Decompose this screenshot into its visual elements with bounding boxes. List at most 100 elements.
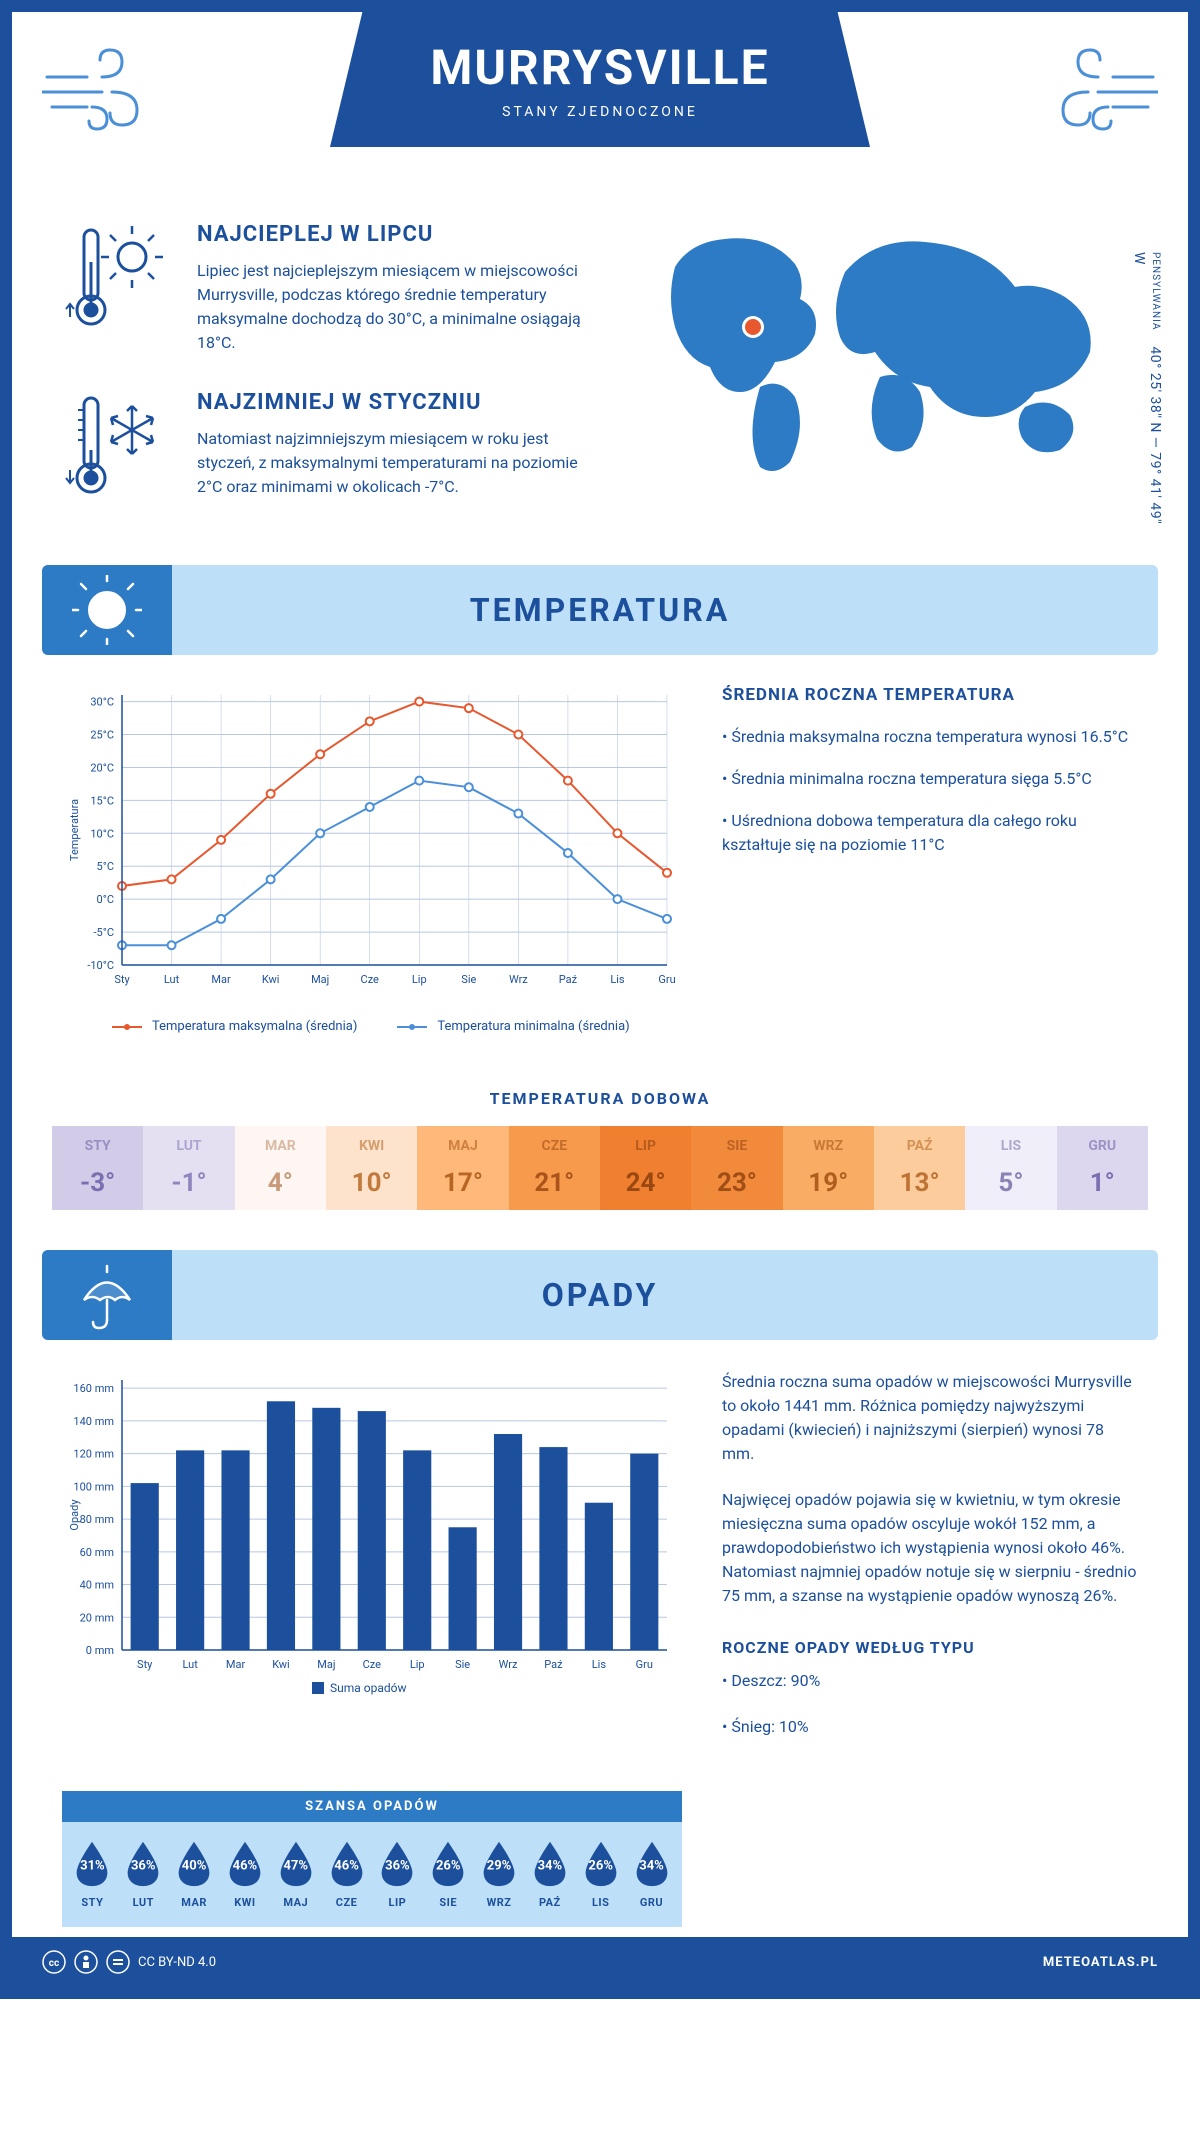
chance-cell: 34% GRU: [626, 1840, 677, 1909]
svg-text:60 mm: 60 mm: [80, 1546, 114, 1559]
temperature-chart: -10°C-5°C0°C5°C10°C15°C20°C25°C30°CStyLu…: [62, 685, 682, 1034]
by-icon: [74, 1950, 98, 1974]
svg-text:Paź: Paź: [559, 973, 578, 986]
svg-text:10°C: 10°C: [90, 827, 114, 840]
drop-icon: 34%: [530, 1840, 570, 1888]
svg-text:140 mm: 140 mm: [73, 1415, 114, 1428]
drop-icon: 34%: [632, 1840, 672, 1888]
page-title: MURRYSVILLE: [430, 39, 769, 96]
legend-min: Temperatura minimalna (średnia): [397, 1019, 629, 1034]
footer: cc CC BY-ND 4.0 METEOATLAS.PL: [12, 1937, 1188, 1987]
daily-temp-title: TEMPERATURA DOBOWA: [12, 1089, 1188, 1108]
svg-text:30°C: 30°C: [90, 696, 114, 709]
svg-text:Kwi: Kwi: [272, 1658, 290, 1671]
svg-text:Lis: Lis: [610, 973, 625, 986]
svg-text:40 mm: 40 mm: [80, 1579, 114, 1592]
nd-icon: [106, 1950, 130, 1974]
temp-stat-item: • Średnia minimalna roczna temperatura s…: [722, 767, 1138, 791]
svg-text:20°C: 20°C: [90, 761, 114, 774]
svg-text:Lis: Lis: [592, 1658, 607, 1671]
chance-cell: 26% LIS: [575, 1840, 626, 1909]
svg-text:Sie: Sie: [461, 973, 476, 986]
drop-icon: 31%: [72, 1840, 112, 1888]
drop-icon: 36%: [377, 1840, 417, 1888]
svg-text:Cze: Cze: [361, 973, 380, 986]
temperature-banner: TEMPERATURA: [42, 565, 1158, 655]
svg-text:120 mm: 120 mm: [73, 1448, 114, 1461]
coordinates: PENSYLWANIA 40° 25' 38'' N — 79° 41' 49'…: [1131, 252, 1163, 535]
svg-text:Gru: Gru: [636, 1658, 653, 1671]
umbrella-icon: [72, 1260, 142, 1330]
svg-text:Sty: Sty: [114, 973, 130, 986]
site-name: METEOATLAS.PL: [1043, 1955, 1158, 1970]
chance-title: SZANSA OPADÓW: [62, 1791, 682, 1822]
svg-text:Sty: Sty: [137, 1658, 153, 1671]
svg-text:Wrz: Wrz: [509, 973, 528, 986]
world-map: [645, 222, 1125, 482]
precipitation-title: OPADY: [172, 1276, 1158, 1314]
drop-icon: 26%: [428, 1840, 468, 1888]
precip-p2: Najwięcej opadów pojawia się w kwietniu,…: [722, 1488, 1138, 1608]
wind-icon: [42, 47, 172, 137]
drop-icon: 29%: [479, 1840, 519, 1888]
svg-text:Gru: Gru: [658, 973, 675, 986]
chance-cell: 26% SIE: [423, 1840, 474, 1909]
coldest-text: Natomiast najzimniejszym miesiącem w rok…: [197, 427, 592, 499]
state-label: PENSYLWANIA: [1150, 252, 1161, 330]
chance-cell: 29% WRZ: [474, 1840, 525, 1909]
svg-text:Paź: Paź: [544, 1658, 563, 1671]
svg-text:Lip: Lip: [410, 1658, 425, 1671]
svg-text:20 mm: 20 mm: [80, 1611, 114, 1624]
chance-cell: 40% MAR: [169, 1840, 220, 1909]
precipitation-chart: 0 mm20 mm40 mm60 mm80 mm100 mm120 mm140 …: [62, 1370, 682, 1761]
drop-icon: 47%: [276, 1840, 316, 1888]
precipitation-banner: OPADY: [42, 1250, 1158, 1340]
daily-temp-cell: LUT-1°: [143, 1126, 234, 1210]
temperature-title: TEMPERATURA: [172, 591, 1158, 629]
drop-icon: 26%: [581, 1840, 621, 1888]
chance-cell: 36% LUT: [118, 1840, 169, 1909]
svg-text:Mar: Mar: [226, 1658, 246, 1671]
header: MURRYSVILLE STANY ZJEDNOCZONE: [12, 12, 1188, 192]
svg-text:Mar: Mar: [211, 973, 231, 986]
svg-text:Cze: Cze: [363, 1658, 382, 1671]
coldest-title: NAJZIMNIEJ W STYCZNIU: [197, 390, 592, 415]
svg-text:Opady: Opady: [68, 1499, 81, 1531]
daily-temp-cell: SIE23°: [691, 1126, 782, 1210]
precip-by-type-heading: ROCZNE OPADY WEDŁUG TYPU: [722, 1638, 1138, 1657]
svg-text:0°C: 0°C: [97, 893, 114, 906]
daily-temp-cell: CZE21°: [509, 1126, 600, 1210]
daily-temp-cell: STY-3°: [52, 1126, 143, 1210]
warmest-text: Lipiec jest najcieplejszym miesiącem w m…: [197, 259, 592, 355]
thermometer-sun-icon: [62, 222, 172, 332]
warmest-block: NAJCIEPLEJ W LIPCU Lipiec jest najcieple…: [62, 222, 592, 355]
daily-temp-cell: KWI10°: [326, 1126, 417, 1210]
temp-stat-item: • Uśredniona dobowa temperatura dla całe…: [722, 809, 1138, 857]
svg-text:80 mm: 80 mm: [80, 1513, 114, 1526]
svg-text:Wrz: Wrz: [499, 1658, 518, 1671]
svg-text:100 mm: 100 mm: [73, 1480, 114, 1493]
daily-temp-cell: PAŹ13°: [874, 1126, 965, 1210]
svg-text:Lip: Lip: [412, 973, 427, 986]
drop-icon: 46%: [225, 1840, 265, 1888]
page-subtitle: STANY ZJEDNOCZONE: [502, 104, 698, 120]
temp-stat-item: • Średnia maksymalna roczna temperatura …: [722, 725, 1138, 749]
temperature-stats: ŚREDNIA ROCZNA TEMPERATURA • Średnia mak…: [722, 685, 1138, 1034]
intro-section: NAJCIEPLEJ W LIPCU Lipiec jest najcieple…: [12, 192, 1188, 555]
chance-cell: 46% CZE: [321, 1840, 372, 1909]
svg-text:cc: cc: [49, 1958, 59, 1969]
svg-text:Kwi: Kwi: [262, 973, 280, 986]
precip-by-type-item: • Śnieg: 10%: [722, 1715, 1138, 1739]
svg-text:5°C: 5°C: [97, 860, 114, 873]
svg-text:Lut: Lut: [164, 973, 180, 986]
chance-cell: 46% KWI: [219, 1840, 270, 1909]
precip-by-type-item: • Deszcz: 90%: [722, 1669, 1138, 1693]
svg-text:Lut: Lut: [182, 1658, 198, 1671]
daily-temp-cell: WRZ19°: [783, 1126, 874, 1210]
svg-text:Maj: Maj: [317, 1658, 335, 1671]
drop-icon: 36%: [123, 1840, 163, 1888]
svg-text:25°C: 25°C: [90, 729, 114, 742]
chance-cell: 47% MAJ: [270, 1840, 321, 1909]
svg-text:Maj: Maj: [311, 973, 329, 986]
license-block: cc CC BY-ND 4.0: [42, 1950, 216, 1974]
